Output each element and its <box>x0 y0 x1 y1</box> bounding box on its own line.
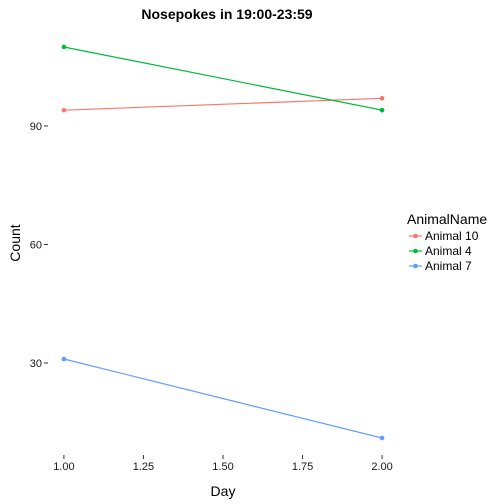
x-axis-title: Day <box>211 483 236 499</box>
y-tick-label: 60 <box>30 239 42 251</box>
legend-key-point-animal-4 <box>413 248 418 254</box>
x-tick-label: 1.25 <box>133 461 154 473</box>
legend-title: AnimalName <box>407 211 487 227</box>
chart-title: Nosepokes in 19:00-23:59 <box>141 6 312 22</box>
x-tick-label: 1.75 <box>292 461 313 473</box>
data-point-animal-10 <box>61 107 67 113</box>
x-tick-label: 2.00 <box>371 461 392 473</box>
x-tick-label: 1.50 <box>212 461 233 473</box>
data-point-animal-4 <box>61 44 67 50</box>
y-axis-title: Count <box>7 224 23 261</box>
y-axis-ticks: 30 60 90 <box>30 121 48 370</box>
series-line-animal-4 <box>63 46 383 111</box>
x-axis-ticks: 1.00 1.25 1.50 1.75 2.00 <box>53 455 393 473</box>
legend-label-animal-10: Animal 10 <box>425 229 479 243</box>
data-point-animal-7 <box>379 435 385 441</box>
x-tick-label: 1.00 <box>53 461 74 473</box>
legend-label-animal-4: Animal 4 <box>425 244 472 258</box>
series-line-animal-7 <box>63 358 383 439</box>
legend-key-point-animal-7 <box>413 263 418 269</box>
series-layer <box>61 44 385 441</box>
legend-label-animal-7: Animal 7 <box>425 259 472 273</box>
data-point-animal-10 <box>379 96 385 101</box>
y-tick-label: 30 <box>30 358 42 370</box>
data-point-animal-4 <box>379 107 385 113</box>
series-line-animal-10 <box>63 97 383 111</box>
data-point-animal-7 <box>61 356 67 362</box>
y-tick-label: 90 <box>30 121 42 133</box>
legend-key-point-animal-10 <box>413 233 418 239</box>
